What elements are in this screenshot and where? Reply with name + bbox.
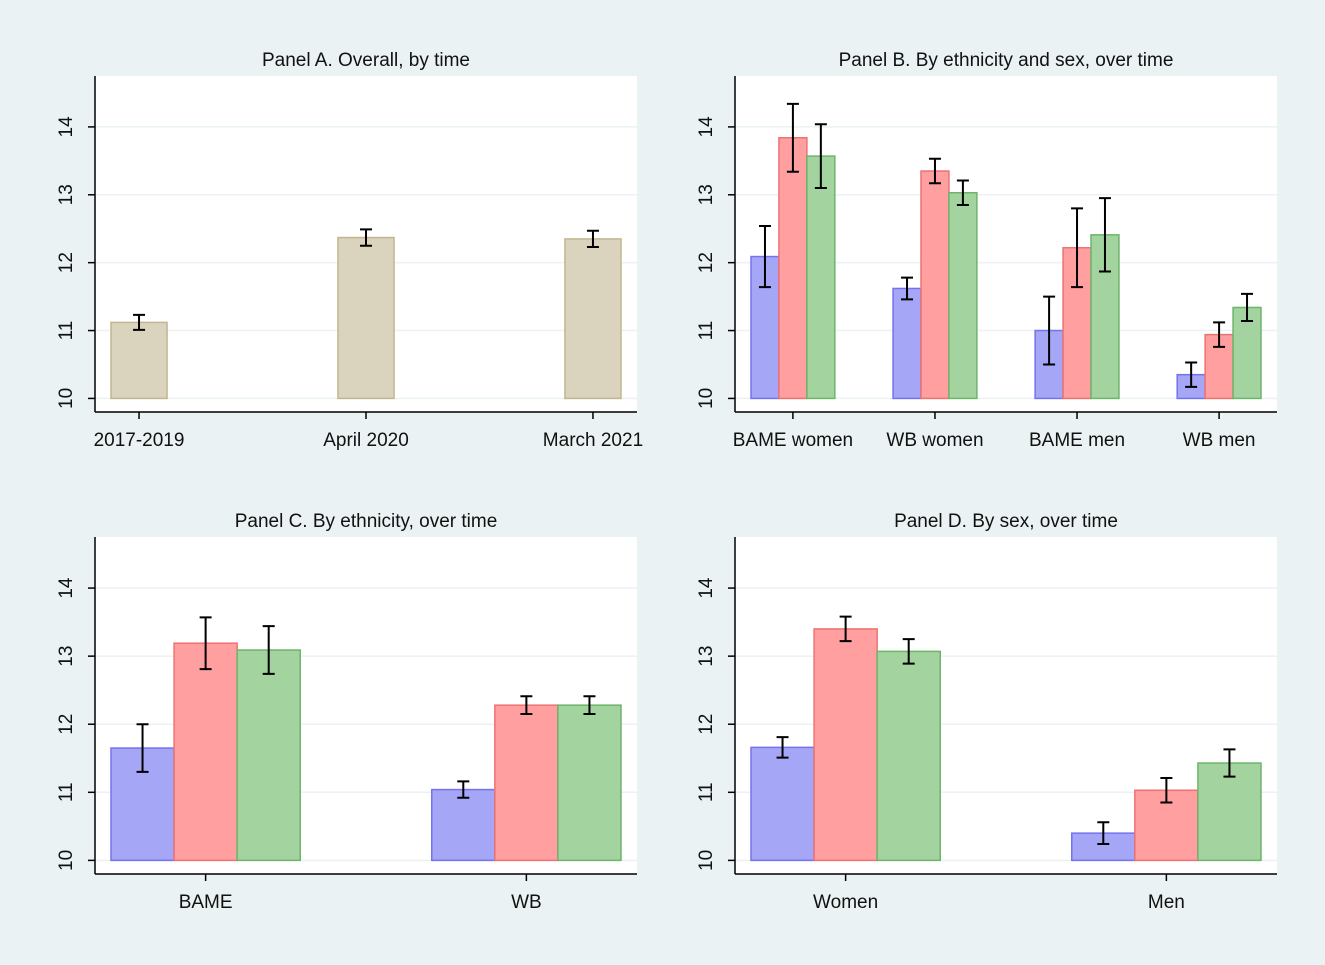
x-tick-label: WB women (886, 430, 983, 451)
error-bar (199, 616, 212, 671)
bar (813, 628, 878, 862)
error-bar (360, 228, 372, 247)
error-bar (1071, 207, 1084, 289)
y-tick-label: 13 (696, 184, 717, 205)
error-bar (786, 102, 799, 173)
error-bar (1241, 292, 1254, 323)
bar (236, 649, 301, 862)
bar (948, 192, 978, 400)
x-tick-label: 2017-2019 (94, 430, 185, 451)
error-bar (814, 123, 827, 189)
error-bar (136, 723, 149, 773)
x-tick-label: WB men (1183, 430, 1256, 451)
error-bar (928, 157, 941, 185)
y-tick-label: 11 (696, 782, 717, 802)
error-bar (1098, 197, 1111, 273)
y-tick-label: 11 (56, 782, 77, 802)
bar (750, 746, 815, 862)
x-tick-label: Men (1148, 892, 1185, 913)
y-tick-label: 14 (56, 116, 77, 138)
panel-title: Panel A. Overall, by time (262, 50, 470, 71)
y-tick-label: 13 (56, 184, 77, 205)
error-bar (262, 625, 275, 675)
y-tick-label: 14 (696, 116, 717, 138)
bar (337, 236, 395, 400)
error-bar (520, 695, 533, 716)
panel-title: Panel C. By ethnicity, over time (235, 511, 498, 532)
bar (806, 155, 836, 400)
y-tick-label: 10 (56, 388, 77, 409)
error-bar (839, 615, 852, 643)
error-bar (1097, 821, 1110, 846)
bar (876, 650, 941, 862)
panel-title: Panel D. By sex, over time (894, 511, 1118, 532)
y-tick-label: 10 (696, 850, 717, 871)
bar (173, 642, 238, 862)
y-tick-label: 13 (56, 646, 77, 667)
error-bar (901, 276, 914, 301)
x-tick-label: March 2021 (543, 430, 643, 451)
error-bar (956, 179, 969, 206)
y-tick-label: 12 (696, 714, 717, 735)
bar (920, 170, 950, 400)
x-tick-label: WB (511, 892, 542, 913)
bar (110, 321, 168, 400)
error-bar (758, 225, 771, 289)
x-tick-label: Women (813, 892, 878, 913)
x-tick-label: April 2020 (323, 430, 409, 451)
bar (564, 238, 622, 400)
panel-title: Panel B. By ethnicity and sex, over time (839, 50, 1174, 71)
error-bar (1185, 361, 1198, 388)
error-bar (902, 638, 915, 665)
bar (557, 704, 622, 862)
y-tick-label: 12 (696, 252, 717, 273)
error-bar (583, 695, 596, 716)
error-bar (1213, 321, 1226, 348)
x-tick-label: BAME men (1029, 430, 1125, 451)
y-tick-label: 12 (56, 252, 77, 273)
bar (892, 287, 922, 400)
x-tick-label: BAME (179, 892, 233, 913)
bar (431, 788, 496, 862)
y-tick-label: 14 (696, 577, 717, 599)
x-tick-label: BAME women (733, 430, 853, 451)
error-bar (1223, 748, 1236, 778)
bar (494, 704, 559, 862)
y-tick-label: 14 (56, 577, 77, 599)
y-tick-label: 12 (56, 714, 77, 735)
error-bar (133, 313, 146, 331)
error-bar (1043, 295, 1056, 366)
y-tick-label: 10 (56, 850, 77, 871)
y-tick-label: 13 (696, 646, 717, 667)
y-tick-label: 11 (696, 321, 717, 341)
error-bar (776, 736, 789, 759)
y-tick-label: 10 (696, 388, 717, 409)
y-tick-label: 11 (56, 321, 77, 341)
bar (778, 137, 808, 400)
error-bar (457, 780, 470, 799)
error-bar (1160, 777, 1173, 804)
error-bar (586, 229, 599, 249)
